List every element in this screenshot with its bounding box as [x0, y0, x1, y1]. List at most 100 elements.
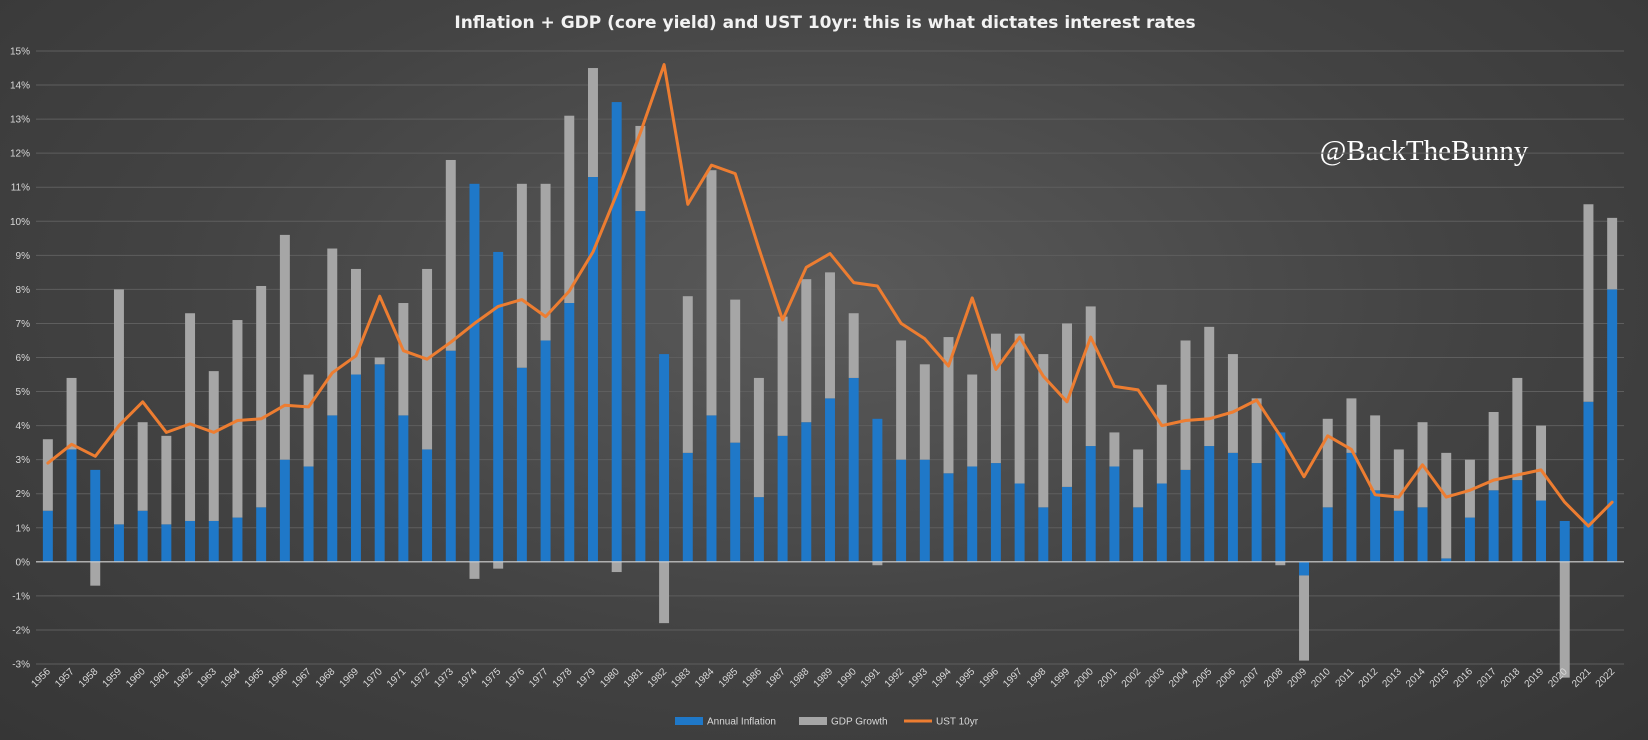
- inflation-bar: [1227, 452, 1238, 562]
- gdp-bar: [919, 364, 930, 460]
- y-tick-label: 9%: [16, 251, 31, 262]
- x-tick-label: 1998: [1025, 666, 1049, 690]
- y-tick-label: 14%: [10, 81, 30, 92]
- gdp-bar: [1370, 415, 1381, 491]
- y-tick-label: 8%: [16, 285, 31, 296]
- legend-label: GDP Growth: [831, 717, 888, 728]
- inflation-bar: [374, 364, 385, 562]
- inflation-bar: [730, 442, 741, 562]
- inflation-bar: [493, 251, 504, 562]
- x-tick-label: 2001: [1096, 666, 1120, 690]
- x-tick-label: 2017: [1475, 666, 1499, 690]
- inflation-bar: [256, 507, 267, 562]
- x-tick-label: 1967: [290, 666, 314, 690]
- y-tick-label: -3%: [12, 660, 30, 671]
- gdp-bar: [516, 183, 527, 368]
- x-tick-label: 1956: [29, 666, 53, 690]
- x-tick-label: 2015: [1428, 666, 1452, 690]
- x-tick-label: 2010: [1309, 666, 1333, 690]
- gdp-bar: [967, 374, 978, 467]
- gdp-bar: [848, 313, 859, 378]
- x-tick-label: 2014: [1404, 666, 1428, 690]
- gdp-bar: [279, 234, 290, 460]
- inflation-bar: [1488, 490, 1499, 562]
- x-tick-label: 2011: [1334, 666, 1357, 689]
- inflation-bar: [232, 517, 243, 562]
- x-tick-label: 2019: [1523, 666, 1547, 690]
- inflation-bar: [896, 459, 907, 562]
- gdp-bar: [1441, 452, 1452, 559]
- watermark-text: @BackTheBunny: [1320, 135, 1529, 167]
- x-tick-label: 1991: [859, 666, 883, 690]
- gdp-bar: [564, 115, 575, 304]
- inflation-bar: [1370, 490, 1381, 562]
- inflation-bar: [777, 435, 788, 562]
- bars: [42, 68, 1618, 678]
- inflation-bar: [1536, 500, 1547, 562]
- x-tick-label: 2021: [1570, 666, 1594, 690]
- y-tick-label: 1%: [16, 523, 31, 534]
- gdp-bar: [398, 303, 409, 416]
- gdp-bar: [753, 377, 764, 498]
- y-axis: -3% -2% -1% 0% 1% 2% 3% 4% 5% 6% 7% 8% 9% 10% 11% 12% 13…: [10, 47, 30, 671]
- inflation-bar: [1156, 483, 1167, 562]
- x-tick-label: 2009: [1286, 666, 1310, 690]
- inflation-bar: [1014, 483, 1025, 562]
- x-tick-label: 2005: [1191, 666, 1215, 690]
- x-tick-label: 2002: [1120, 666, 1144, 690]
- gdp-bar: [1322, 418, 1333, 508]
- x-tick-label: 1966: [266, 666, 290, 690]
- inflation-bar: [564, 303, 575, 562]
- x-tick-label: 1994: [930, 666, 954, 690]
- gdp-bar: [659, 561, 670, 624]
- gdp-bar: [327, 248, 338, 416]
- y-tick-label: 5%: [16, 387, 31, 398]
- y-tick-label: 4%: [16, 421, 31, 432]
- x-tick-label: 2007: [1238, 666, 1262, 690]
- x-tick-label: 1975: [480, 666, 504, 690]
- inflation-bar: [208, 520, 219, 562]
- gdp-bar: [232, 320, 243, 518]
- inflation-bar: [279, 459, 290, 562]
- x-tick-label: 1992: [883, 666, 907, 690]
- gdp-bar: [374, 357, 385, 365]
- inflation-bar: [706, 415, 717, 562]
- gdp-bar: [706, 170, 717, 416]
- gdp-bar: [208, 371, 219, 521]
- gdp-bar: [777, 316, 788, 436]
- gdp-bar: [588, 68, 598, 178]
- inflation-bar: [825, 398, 835, 562]
- y-tick-label: 13%: [10, 115, 30, 126]
- inflation-bar: [185, 520, 196, 562]
- inflation-bar: [1583, 401, 1594, 562]
- gdp-bar: [350, 268, 361, 375]
- gdp-bar: [161, 435, 172, 525]
- x-tick-label: 1958: [77, 666, 101, 690]
- y-tick-label: 7%: [16, 319, 31, 330]
- x-tick-label: 2000: [1072, 666, 1096, 690]
- gdp-bar: [1109, 432, 1120, 467]
- legend-swatch: [675, 717, 703, 725]
- x-tick-label: 1984: [693, 666, 717, 690]
- x-tick-label: 1977: [527, 666, 551, 690]
- inflation-bar: [137, 510, 148, 562]
- gdp-bar: [256, 285, 267, 508]
- inflation-bar: [469, 183, 480, 562]
- inflation-bar: [303, 466, 314, 562]
- gdp-bar: [872, 561, 883, 566]
- gdp-bar: [1251, 398, 1262, 464]
- inflation-bar: [1393, 510, 1404, 562]
- inflation-bar: [1607, 289, 1618, 562]
- gdp-bar: [635, 125, 646, 212]
- x-tick-label: 1988: [788, 666, 812, 690]
- gdp-bar: [42, 439, 53, 511]
- inflation-bar: [1417, 507, 1428, 562]
- y-tick-label: 6%: [16, 353, 31, 364]
- x-tick-label: 1976: [503, 666, 527, 690]
- gdp-bar: [66, 377, 77, 450]
- x-tick-label: 1974: [456, 666, 480, 690]
- x-tick-label: 2008: [1262, 666, 1286, 690]
- gdp-bar: [303, 374, 314, 467]
- gdp-bar: [1038, 354, 1049, 508]
- x-tick-label: 2003: [1143, 666, 1167, 690]
